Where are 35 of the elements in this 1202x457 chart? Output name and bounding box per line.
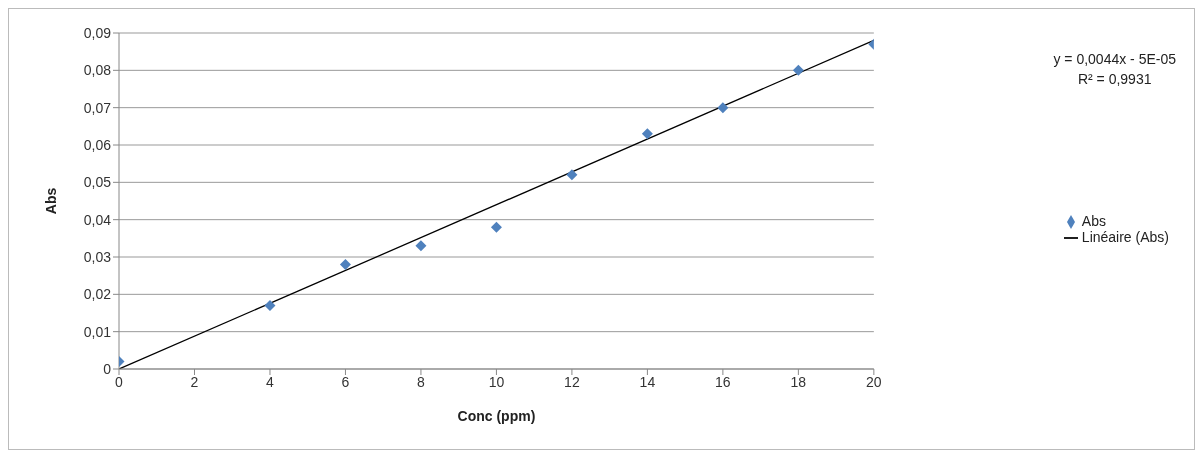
x-tick-label: 6 <box>341 373 350 390</box>
text: y = 0,0044x - 5E-05 <box>1053 50 1176 69</box>
point <box>566 169 578 181</box>
y-tick-label: 0,09 <box>83 24 112 41</box>
x-tick-label: 16 <box>715 373 731 390</box>
legend-label: Abs <box>1081 212 1106 229</box>
legend-label: Linéaire (Abs) <box>1081 229 1169 245</box>
x-tick-label: 14 <box>639 373 656 390</box>
y-tick-label: 0,05 <box>83 174 112 191</box>
point <box>415 240 427 252</box>
x-tick-label: 18 <box>790 373 807 390</box>
y-axis-title: Abs <box>42 187 59 215</box>
x-tick-label: 10 <box>488 373 505 390</box>
point <box>264 300 276 312</box>
y-tick-label: 0,07 <box>83 99 112 116</box>
text: R² = 0,9931 <box>1076 70 1153 89</box>
x-tick-label: 0 <box>115 373 124 390</box>
point <box>792 64 804 76</box>
x-tick-label: 12 <box>564 373 580 390</box>
x-tick-label: 4 <box>266 373 275 390</box>
x-tick-label: 20 <box>866 373 882 390</box>
y-tick-label: 0,04 <box>83 211 112 228</box>
y-tick-label: 0 <box>103 360 112 377</box>
x-tick-label: 2 <box>190 373 199 390</box>
y-tick-label: 0,03 <box>83 248 112 265</box>
y-tick-label: 0,06 <box>83 136 112 153</box>
point <box>641 128 653 140</box>
point <box>339 258 351 270</box>
x-axis-title: Conc (ppm) <box>457 408 536 424</box>
point <box>490 221 502 233</box>
y-tick-label: 0,08 <box>83 62 112 79</box>
x-tick-label: 8 <box>417 373 426 390</box>
y-tick-label: 0,02 <box>83 286 112 303</box>
point <box>717 102 729 114</box>
y-tick-label: 0,01 <box>83 323 112 340</box>
